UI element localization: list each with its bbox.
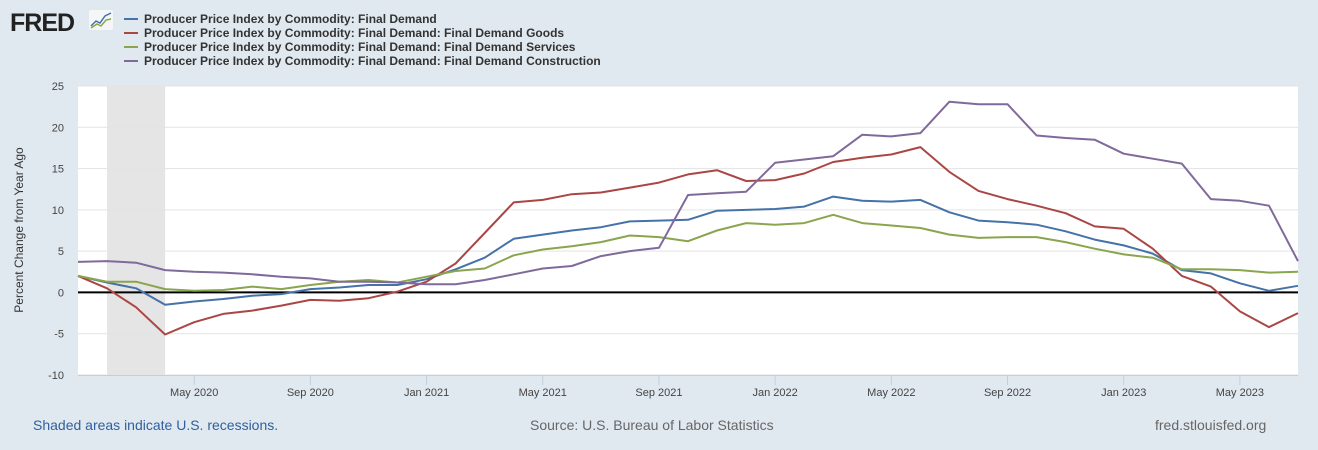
legend-label: Producer Price Index by Commodity: Final… [144,54,601,68]
y-tick-label: 15 [52,164,64,176]
y-tick-label: -5 [54,329,64,341]
legend-item[interactable]: Producer Price Index by Commodity: Final… [124,54,601,68]
y-tick-label: 25 [52,81,64,93]
legend-swatch [124,32,138,34]
legend-label: Producer Price Index by Commodity: Final… [144,12,437,26]
x-tick-label: Sep 2022 [984,387,1031,399]
recession-note[interactable]: Shaded areas indicate U.S. recessions. [33,417,279,433]
legend-swatch [124,46,138,48]
x-tick-label: May 2020 [170,387,218,399]
x-tick-label: Jan 2021 [404,387,449,399]
legend-item[interactable]: Producer Price Index by Commodity: Final… [124,40,601,54]
plot-area [78,86,1298,375]
legend-label: Producer Price Index by Commodity: Final… [144,26,565,40]
legend-item[interactable]: Producer Price Index by Commodity: Final… [124,26,601,40]
y-tick-label: 20 [52,122,64,134]
chart-legend: Producer Price Index by Commodity: Final… [124,12,601,68]
legend-label: Producer Price Index by Commodity: Final… [144,40,576,54]
y-tick-label: 5 [58,246,64,258]
legend-swatch [124,18,138,20]
series-line-2 [77,213,1299,292]
x-tick-label: Sep 2020 [287,387,334,399]
x-tick-label: Jan 2022 [753,387,798,399]
series-line-3 [77,100,1299,286]
source-note[interactable]: Source: U.S. Bureau of Labor Statistics [530,417,774,433]
series-line-1 [77,146,1299,336]
recession-band [107,86,166,375]
x-tick-label: May 2022 [867,387,915,399]
legend-item[interactable]: Producer Price Index by Commodity: Final… [124,12,601,26]
fred-logo[interactable]: FRED [10,9,75,37]
site-link[interactable]: fred.stlouisfed.org [1155,417,1267,433]
x-tick-label: Jan 2023 [1101,387,1146,399]
y-tick-label: 0 [58,287,64,299]
legend-swatch [124,60,138,62]
y-axis-label: Percent Change from Year Ago [12,147,26,313]
x-tick-label: May 2023 [1216,387,1264,399]
x-tick-label: May 2021 [519,387,567,399]
fred-chart-icon [89,10,113,30]
y-tick-label: -10 [48,370,64,382]
x-tick-label: Sep 2021 [635,387,682,399]
series-line-0 [77,195,1299,306]
y-tick-label: 10 [52,205,64,217]
